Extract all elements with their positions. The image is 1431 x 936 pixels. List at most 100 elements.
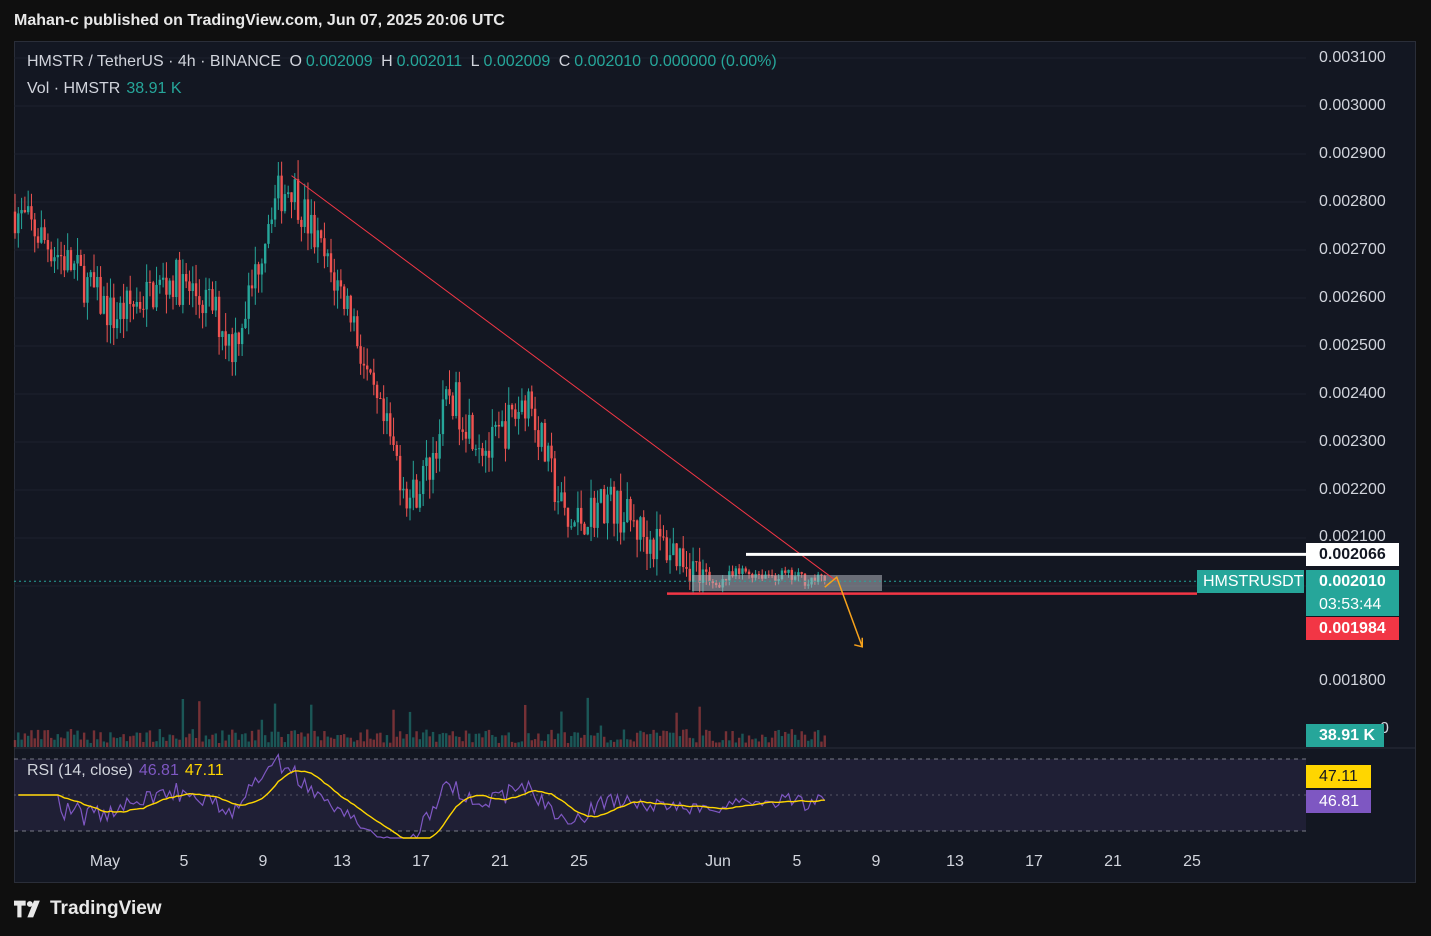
volume-bar [208, 739, 211, 747]
volume-bar [86, 739, 89, 747]
publisher-line: Mahan-c published on TradingView.com, Ju… [14, 12, 505, 29]
volume-bar [152, 741, 155, 747]
candle [579, 490, 583, 531]
volume-bar [678, 736, 682, 747]
volume-bar [283, 742, 287, 747]
price-tick: 0.002300 [1319, 433, 1386, 450]
date-tick: 25 [1183, 853, 1201, 870]
volume-bar [586, 697, 589, 747]
candle [556, 486, 560, 515]
volume-badge: 38.91 K [1306, 724, 1384, 747]
volume-bar [148, 730, 152, 747]
candle [214, 280, 217, 317]
candle [66, 233, 69, 273]
change-value: 0.000000 (0.00%) [649, 53, 777, 70]
volume-bar [59, 737, 63, 747]
tradingview-brand[interactable]: TradingView [14, 898, 162, 920]
volume-bar [550, 729, 553, 747]
candle [313, 201, 316, 254]
close-label: C [558, 53, 571, 70]
volume-bar [468, 733, 471, 747]
price-tick: 0.002900 [1319, 145, 1386, 162]
volume-bar [389, 742, 392, 747]
volume-bar [441, 732, 445, 747]
candle [23, 196, 27, 214]
symbol-badge: HMSTRUSDT [1197, 570, 1304, 593]
price-tick: 0.002400 [1319, 385, 1386, 402]
volume-bar [398, 731, 402, 747]
volume-value: 38.91 K [126, 80, 182, 97]
volume-bar [69, 729, 73, 747]
chart-frame[interactable] [14, 41, 1416, 883]
date-tick: Jun [705, 853, 731, 870]
candle [349, 294, 352, 332]
volume-bar [405, 734, 408, 747]
candle [69, 247, 73, 272]
candle [300, 216, 303, 242]
candle [451, 392, 454, 420]
volume-bar [589, 735, 593, 747]
volume-bar [184, 737, 188, 747]
projection-arrowhead [854, 637, 863, 648]
volume-bar [132, 735, 135, 747]
volume-bar [603, 736, 606, 747]
candle [30, 193, 33, 231]
candle [448, 370, 451, 405]
volume-bar [431, 731, 435, 747]
volume-label: Vol · HMSTR [27, 80, 121, 97]
volume-bar [481, 737, 484, 747]
volume-bar [293, 730, 296, 747]
volume-bar [346, 737, 349, 747]
candle [527, 388, 530, 427]
volume-bar [507, 732, 510, 747]
volume-bar [764, 736, 767, 747]
candle [639, 515, 642, 552]
volume-bar [323, 731, 326, 747]
candle [102, 286, 106, 315]
volume-bar [234, 732, 237, 747]
candle [596, 490, 599, 538]
volume-bar [356, 740, 359, 747]
candle [227, 333, 231, 362]
close-value: 0.002010 [574, 53, 642, 70]
candle [359, 334, 362, 375]
candle [385, 396, 389, 435]
volume-bar [287, 734, 290, 747]
volume-bar [273, 703, 277, 747]
volume-bar [708, 730, 711, 747]
candle [672, 527, 675, 556]
volume-bar [737, 737, 741, 747]
candle [277, 161, 280, 210]
candle [402, 476, 405, 499]
volume-bar [454, 736, 458, 747]
date-tick: May [89, 853, 121, 870]
candle [570, 518, 573, 530]
projection-arrow [824, 575, 863, 648]
candle [50, 241, 53, 267]
date-tick: 13 [946, 853, 964, 870]
volume-bar [415, 731, 418, 747]
volume-bar [668, 732, 672, 747]
candle [372, 358, 375, 396]
volume-bar [682, 729, 685, 747]
volume-bar [570, 736, 573, 747]
volume-bar [375, 733, 379, 747]
candle [563, 476, 566, 516]
candle [484, 440, 487, 473]
candle [76, 237, 79, 281]
candle [283, 184, 287, 214]
candle [333, 258, 336, 306]
volume-bar [277, 731, 280, 747]
candle [612, 481, 616, 537]
volume-bar [418, 739, 422, 747]
volume-bar [359, 732, 362, 747]
volume-bar [685, 729, 688, 747]
volume-bar [129, 736, 132, 747]
candle [589, 479, 593, 542]
volume-bar [547, 734, 550, 747]
candle [500, 410, 504, 428]
volume-bar [458, 736, 461, 747]
candle [53, 247, 56, 274]
tradingview-logo-icon [14, 900, 40, 918]
